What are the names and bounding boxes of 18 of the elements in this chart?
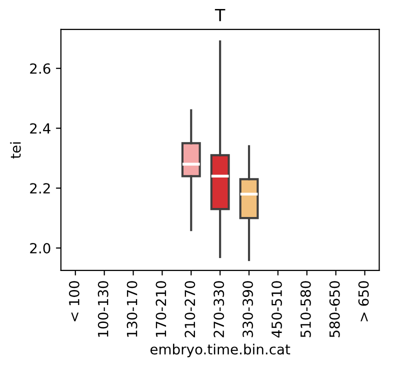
x-tick-label: 100-130	[98, 281, 108, 337]
x-tick-label: < 100	[68, 281, 80, 322]
x-tick-label: 330-390	[242, 281, 254, 338]
x-tick-label: 270-330	[214, 281, 224, 338]
y-tick-label: 2.4	[30, 123, 50, 134]
x-tick-label: 510-580	[300, 281, 311, 338]
x-axis-title: embryo.time.bin.cat	[150, 344, 290, 358]
x-tick-label: 210-270	[184, 281, 196, 338]
x-tick-label: 170-210	[156, 281, 166, 337]
x-tick-label: > 650	[358, 281, 369, 322]
y-tick-label: 2.6	[30, 63, 50, 74]
chart-title: T	[214, 8, 226, 22]
y-axis-title: tei	[10, 142, 21, 159]
x-tick-label: 580-650	[329, 281, 340, 338]
y-tick-label: 2.0	[30, 242, 50, 254]
x-tick-label: 450-510	[271, 281, 282, 338]
y-tick-label: 2.2	[30, 183, 50, 194]
x-tick-label: 130-170	[126, 281, 138, 337]
